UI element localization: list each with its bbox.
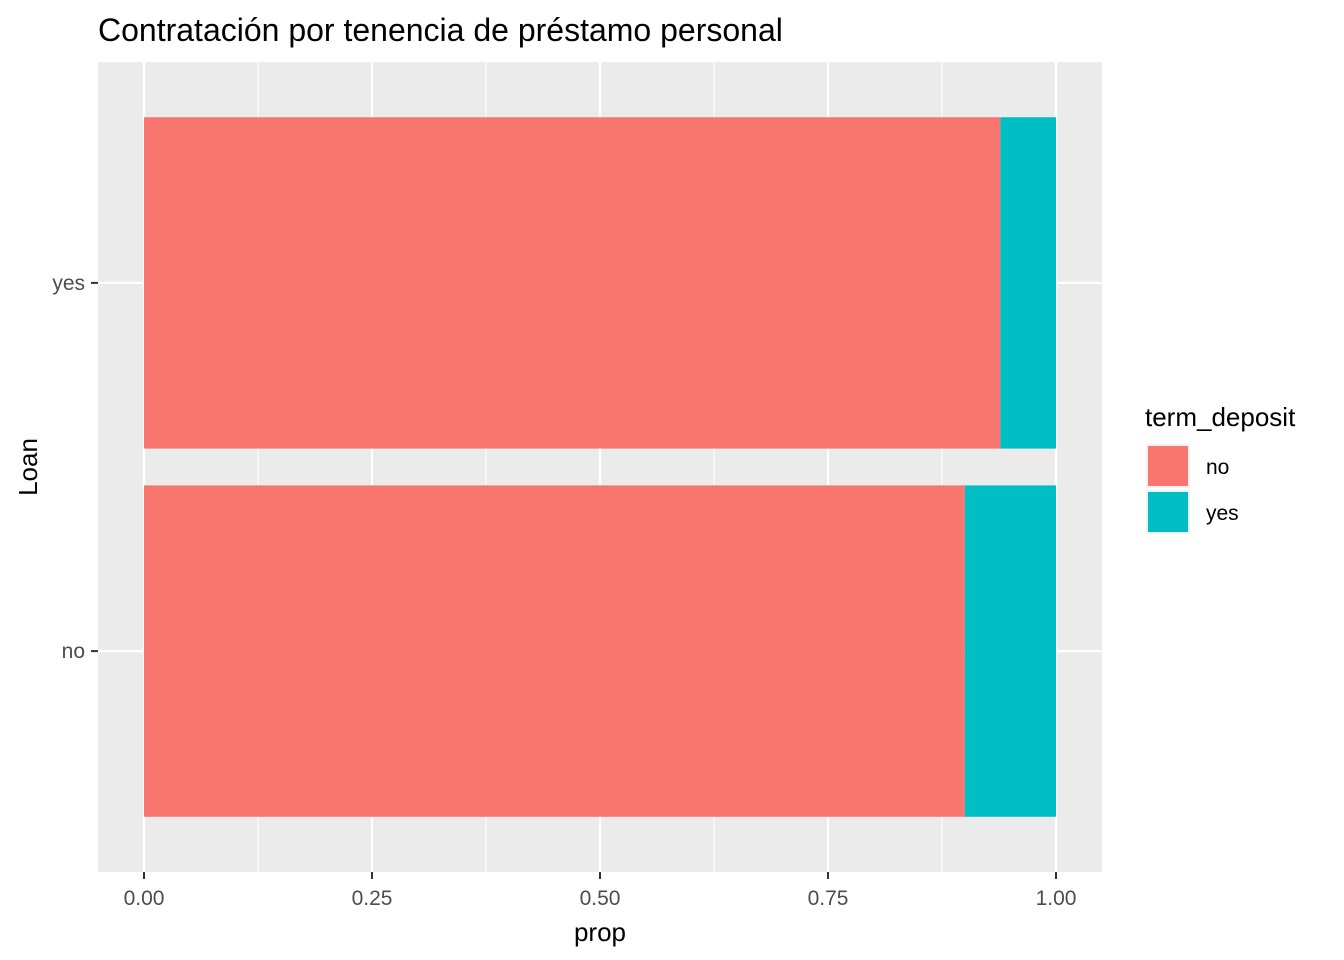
legend-key-yes xyxy=(1148,492,1188,532)
x-tick-label: 0.75 xyxy=(808,887,849,910)
y-axis: no yes xyxy=(52,272,98,663)
y-axis-title: Loan xyxy=(13,438,43,496)
legend-title: term_deposit xyxy=(1145,402,1296,432)
y-tick-label: yes xyxy=(52,272,85,295)
x-tick-label: 0.25 xyxy=(352,887,393,910)
x-axis: 0.00 0.25 0.50 0.75 1.00 xyxy=(124,872,1077,910)
legend-label-no: no xyxy=(1206,456,1229,479)
x-axis-title: prop xyxy=(574,917,626,947)
chart-title: Contratación por tenencia de préstamo pe… xyxy=(98,12,783,48)
legend: term_deposit no yes xyxy=(1145,402,1296,534)
legend-items: no yes xyxy=(1146,444,1239,534)
bar-yes-yes xyxy=(1000,117,1056,449)
bars xyxy=(144,117,1056,817)
bar-no-yes xyxy=(964,485,1056,817)
y-tick-label: no xyxy=(62,640,85,663)
legend-key-no xyxy=(1148,446,1188,486)
x-tick-label: 0.00 xyxy=(124,887,165,910)
legend-label-yes: yes xyxy=(1206,502,1239,525)
x-tick-label: 1.00 xyxy=(1036,887,1077,910)
x-tick-label: 0.50 xyxy=(580,887,621,910)
bar-yes-no xyxy=(144,117,1001,449)
bar-no-no xyxy=(144,485,965,817)
